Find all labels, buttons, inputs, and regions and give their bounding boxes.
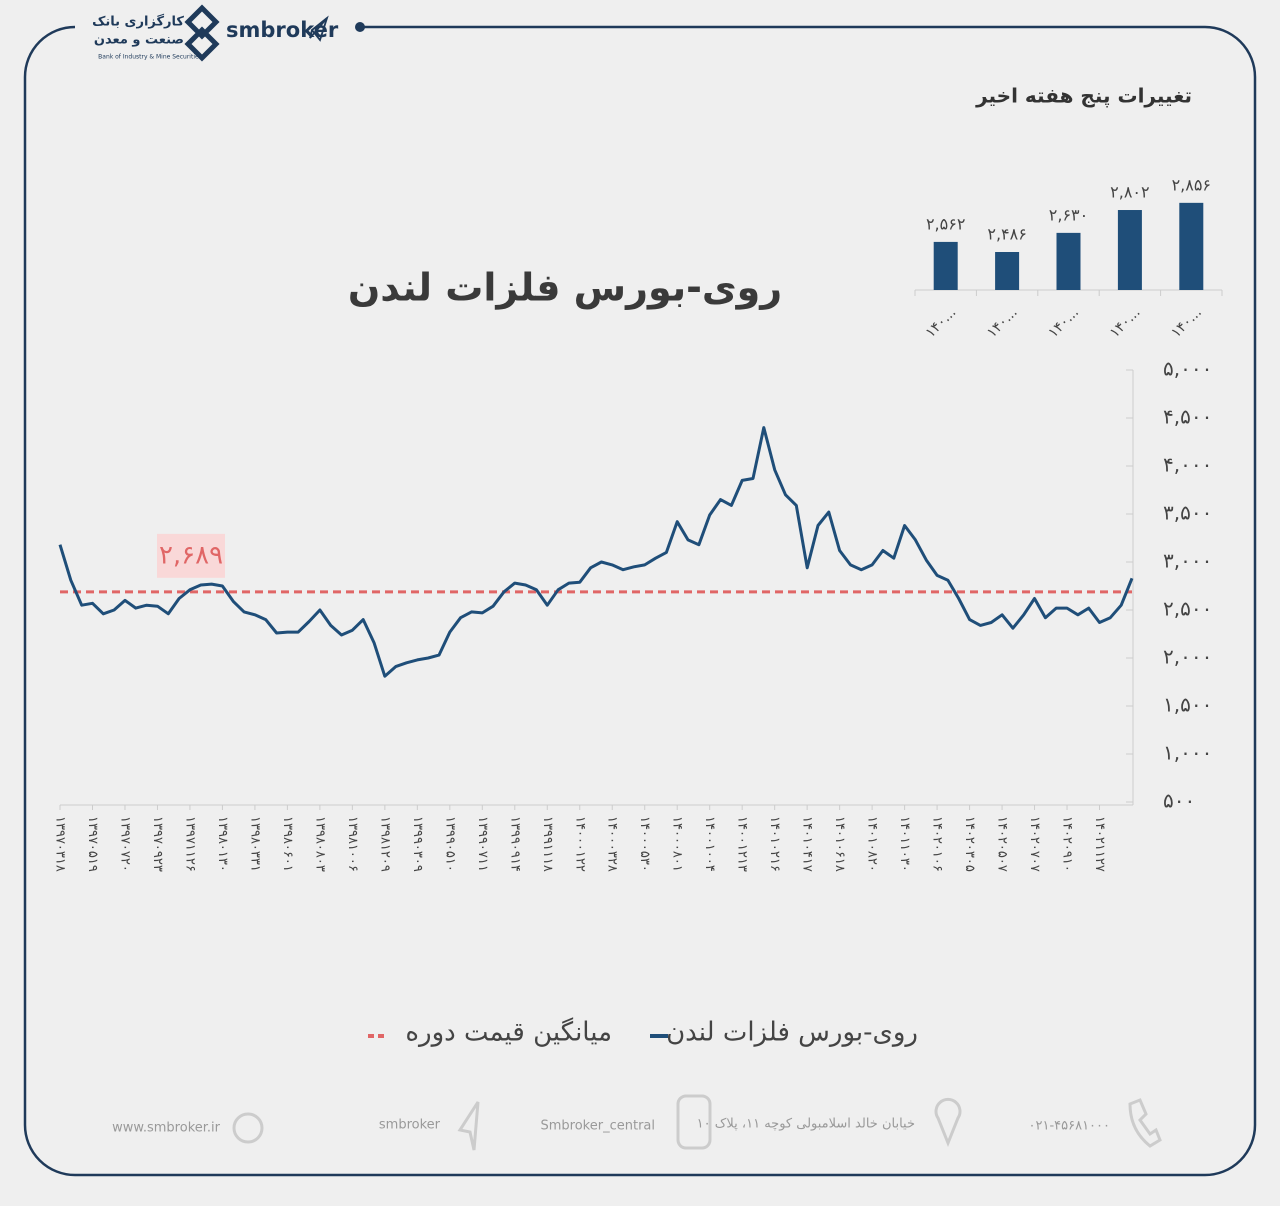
x-tick-label: ۱۳۹۸۰۳۳۱ [247,816,262,872]
x-tick-label: ۱۳۹۷۰۷۲۰ [117,816,132,872]
x-tick-label: ۱۳۹۹۰۷۱۱ [475,816,490,872]
x-tick-label: ۱۳۹۹۰۳۰۹ [410,816,425,872]
x-tick-label: ۱۴۰۰۰۱۲۲ [572,816,587,872]
frame-dot [355,22,365,32]
value-label: ۲,۸۰۲ [1110,183,1149,202]
y-tick-label: ۴,۰۰۰ [1163,453,1212,477]
frame [23,25,1257,1177]
telegram-icon [457,1101,480,1151]
x-tick-label: ۱۳۹۸۰۱۳۰ [215,816,230,872]
chart-title: تغییرات پنج هفته اخیر [975,84,1192,109]
x-tick-label: ۱۴۰۱۰۲۱۶ [767,816,782,872]
x-tick-label: ۱۴۰۲۰۵۰۷ [995,816,1010,872]
y-tick-label: ۳,۰۰۰ [1163,549,1212,573]
x-tick-label: ۱۴۰۰۱۰۰۴ [702,816,717,872]
bar [1117,210,1142,290]
y-tick-label: ۴,۵۰۰ [1163,405,1212,429]
logo-mark [184,4,220,62]
y-tick-label: ۲,۵۰۰ [1163,597,1212,621]
x-tick-label: ۱۴۰۲۱۱۲۷ [1092,816,1107,872]
instagram-icon [676,1094,712,1150]
location-icon [934,1097,962,1148]
address: خیابان خالد اسلامبولی کوچه ۱۱، پلاک ۱۰ [697,1117,915,1132]
telegram: smbroker [379,1118,441,1133]
x-tick-label: ۱۳۹۸۱۰۰۶ [345,816,360,872]
bar [1056,232,1081,290]
y-tick-label: ۳,۵۰۰ [1163,501,1212,525]
bar [1179,202,1204,290]
bar [995,252,1020,290]
x-tick-label: ۱۴۰۲۰۷۰۷ [1027,816,1042,872]
x-tick-label: ۱۳۹۹۰۹۱۴ [507,816,522,872]
phone-icon [1128,1098,1162,1148]
bank-subtitle: Bank of Industry & Mine Securities [98,54,202,61]
value-label: ۲,۴۸۶ [987,225,1026,244]
value-label: ۲,۶۳۰ [1049,205,1088,224]
bank-name: صنعت و معدن [94,33,184,48]
x-tick-label: ۱۴۰۲۰۱۰۶ [930,816,945,872]
x-tick-label: ۱۴۰۱۰۸۲۰ [865,816,880,872]
x-tick-label: ۱۴۰۰۰۳۲۸ [605,816,620,872]
y-tick-label: ۲,۰۰۰ [1163,645,1212,669]
x-tick-label: ۱۳۹۷۱۱۲۶ [182,816,197,872]
x-tick-label: ۱۳۹۸۰۸۰۳ [312,816,327,872]
bank-name: کارگزاری بانک [92,14,184,30]
footer: www.smbroker.ir smbroker Smbroker_centra… [112,1094,1162,1151]
chart-title: روی-بورس فلزات لندن [348,266,782,311]
website: www.smbroker.ir [112,1121,220,1136]
legend-label: میانگین قیمت دوره [405,1017,612,1048]
y-tick-label: ۱,۰۰۰ [1163,741,1212,765]
y-tick-label: ۵۰۰ [1163,789,1195,813]
web-icon [232,1112,264,1144]
y-tick-label: ۵,۰۰۰ [1163,357,1212,381]
x-tick-label: ۱۳۹۷۰۳۱۸ [53,816,68,872]
x-tick-label: ۱۳۹۷۰۵۱۹ [85,816,100,872]
average-label: ۲,۶۸۹ [159,540,223,570]
x-tick-label: ۱۴۰۲۰۳۰۵ [962,816,977,872]
x-tick-label: ۱۴۰۱۰۶۱۸ [832,816,847,872]
x-tick-label: ۱۳۹۹۰۵۱۰ [442,816,457,872]
phone: ۰۲۱-۴۵۶۸۱۰۰۰ [1029,1119,1111,1134]
x-tick-label: ۱۳۹۸۰۶۰۱ [280,816,295,872]
plane-icon [309,15,329,42]
legend-label: روی-بورس فلزات لندن [666,1018,918,1048]
average-label-box [157,533,225,578]
x-tick-label: ۱۳۹۹۱۱۱۸ [540,816,555,872]
x-tick-label: ۱۳۹۷۰۹۲۳ [150,816,165,872]
x-tick-label: ۱۴۰۰۰۵۳۰ [637,816,652,872]
x-tick-label: ۱۴۰۲۰۹۱۰ [1060,816,1075,872]
x-tick-label: ۱۴۰۱۰۴۱۷ [800,816,815,872]
instagram: Smbroker_central [541,1119,656,1134]
y-tick-label: ۱,۵۰۰ [1163,693,1212,717]
x-tick-label: ۱۳۹۸۱۲۰۹ [377,816,392,872]
value-label: ۲,۸۵۶ [1172,175,1211,194]
series-line [58,426,1134,678]
bar [933,241,958,290]
x-tick-label: ۱۴۰۰۱۲۱۳ [735,816,750,872]
logo: کارگزاری بانک صنعت و معدن Bank of Indust… [92,4,339,62]
x-tick-label: ۱۴۰۰۰۸۰۱ [670,816,685,872]
x-tick-label: ۱۴۰۱۱۰۳۰ [897,816,912,872]
value-label: ۲,۵۶۲ [926,214,965,233]
